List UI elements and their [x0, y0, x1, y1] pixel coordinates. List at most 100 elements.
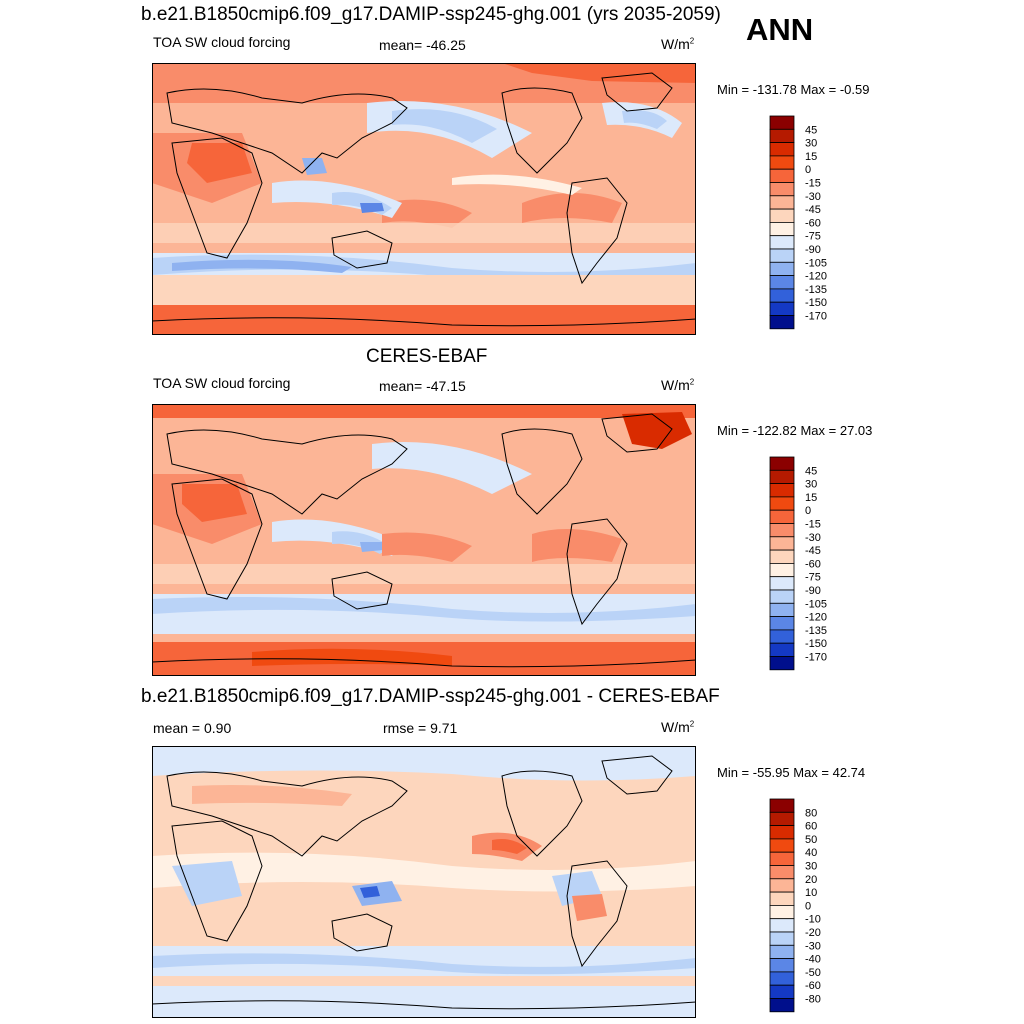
panel-3-minmax: Min = -55.95 Max = 42.74 [717, 765, 866, 780]
colorbar-2-box-13 [769, 629, 795, 644]
panel-1-mean-label: mean= -46.25 [379, 37, 466, 53]
colorbar-1-box-1 [769, 128, 795, 144]
colorbar-1-tick-0: 45 [805, 124, 817, 136]
panel-2-mean-label: mean= -47.15 [379, 378, 466, 394]
colorbar-3-tick-8: -10 [805, 914, 821, 926]
colorbar-3-tick-3: 40 [805, 847, 817, 859]
colorbar-1-tick-6: -45 [805, 204, 821, 216]
colorbar-2-box-2 [769, 483, 795, 498]
colorbar-1-tick-1: 30 [805, 138, 817, 150]
colorbar-1-box-11 [769, 261, 795, 277]
panel-3-rmse-label: rmse = 9.71 [383, 720, 458, 736]
colorbar-1-box-15 [769, 315, 795, 330]
colorbar-2-tick-0: 45 [805, 465, 817, 477]
colorbar-2-box-15 [769, 656, 795, 671]
colorbar-3-tick-12: -50 [805, 967, 821, 979]
colorbar-3-box-2 [769, 825, 795, 840]
colorbar-2-tick-11: -120 [805, 612, 827, 624]
colorbar-2-box-1 [769, 469, 795, 485]
colorbar-1-tick-12: -135 [805, 284, 827, 296]
colorbar-3-box-8 [769, 905, 795, 920]
colorbar-2-tick-7: -60 [805, 558, 821, 570]
colorbar-3-box-11 [769, 944, 795, 960]
colorbar-1-tick-11: -120 [805, 271, 827, 283]
colorbar-1-tick-4: -15 [805, 178, 821, 190]
colorbar-3-box-13 [769, 971, 795, 986]
colorbar-1-box-4 [769, 168, 795, 183]
colorbar-2-tick-9: -90 [805, 585, 821, 597]
colorbar-1-box-14 [769, 301, 795, 316]
panel-2-units: W/m2 [661, 377, 695, 393]
colorbar-2-box-4 [769, 509, 795, 524]
colorbar-3-box-12 [769, 958, 795, 973]
panel-1-minmax: Min = -131.78 Max = -0.59 [717, 82, 870, 97]
panel-2-minmax: Min = -122.82 Max = 27.03 [717, 423, 873, 438]
colorbar-1-tick-9: -90 [805, 244, 821, 256]
colorbar-2-tick-13: -150 [805, 638, 827, 650]
colorbar-3-tick-14: -80 [805, 994, 821, 1006]
colorbar-3-box-0 [769, 798, 795, 813]
panel-3-title: b.e21.B1850cmip6.f09_g17.DAMIP-ssp245-gh… [141, 686, 720, 707]
colorbar-3-box-7 [769, 891, 795, 906]
colorbar-1-box-6 [769, 195, 795, 210]
panel-1-variable-label: TOA SW cloud forcing [153, 34, 291, 50]
colorbar-1-box-8 [769, 222, 795, 237]
colorbar-1-tick-5: -30 [805, 191, 821, 203]
colorbar-3-tick-0: 80 [805, 807, 817, 819]
panel-2-title: CERES-EBAF [366, 346, 488, 367]
colorbar-2-box-7 [769, 549, 795, 564]
colorbar-3-tick-10: -30 [805, 940, 821, 952]
colorbar-2-box-12 [769, 616, 795, 631]
colorbar-3-box-1 [769, 811, 795, 827]
panel-1-map [152, 63, 696, 335]
colorbar-3-box-9 [769, 918, 795, 933]
colorbar-3-tick-4: 30 [805, 861, 817, 873]
colorbar-2-box-14 [769, 642, 795, 657]
panel-1-title: b.e21.B1850cmip6.f09_g17.DAMIP-ssp245-gh… [141, 4, 721, 25]
colorbar-2-box-11 [769, 602, 795, 618]
colorbar-2-tick-5: -30 [805, 532, 821, 544]
colorbar-2-tick-2: 15 [805, 492, 817, 504]
colorbar-2-tick-4: -15 [805, 519, 821, 531]
colorbar-2-tick-3: 0 [805, 505, 811, 517]
colorbar-2-box-10 [769, 589, 795, 604]
colorbar-1-tick-13: -150 [805, 297, 827, 309]
colorbar-1-tick-8: -75 [805, 231, 821, 243]
colorbar-2-tick-14: -170 [805, 652, 827, 664]
colorbar-2-box-0 [769, 456, 795, 471]
colorbar-2-tick-12: -135 [805, 625, 827, 637]
colorbar-1-box-13 [769, 288, 795, 303]
colorbar-3-tick-5: 20 [805, 874, 817, 886]
panel-2-variable-label: TOA SW cloud forcing [153, 375, 291, 391]
colorbar-1-tick-14: -170 [805, 311, 827, 323]
colorbar-1-box-12 [769, 275, 795, 290]
colorbar-1-tick-10: -105 [805, 257, 827, 269]
colorbar-2-tick-1: 30 [805, 479, 817, 491]
colorbar-3-box-4 [769, 851, 795, 866]
colorbar-2-box-5 [769, 523, 795, 538]
colorbar-2-tick-10: -105 [805, 598, 827, 610]
colorbar-3-tick-9: -20 [805, 927, 821, 939]
colorbar-1-tick-3: 0 [805, 164, 811, 176]
panel-3-map [152, 746, 696, 1018]
colorbar-1-box-7 [769, 208, 795, 223]
colorbar-2-tick-6: -45 [805, 545, 821, 557]
colorbar-3-tick-13: -60 [805, 980, 821, 992]
colorbar-2-box-9 [769, 576, 795, 591]
colorbar-2-tick-8: -75 [805, 572, 821, 584]
colorbar-2-box-6 [769, 536, 795, 551]
colorbar-3-box-3 [769, 838, 795, 853]
colorbar-1-tick-2: 15 [805, 151, 817, 163]
season-label: ANN [746, 12, 814, 47]
colorbar-2-box-3 [769, 496, 795, 511]
colorbar-3-tick-11: -40 [805, 954, 821, 966]
panel-1-units: W/m2 [661, 36, 695, 52]
colorbar-2-box-8 [769, 563, 795, 578]
colorbar-3-tick-7: 0 [805, 900, 811, 912]
colorbar-3-tick-1: 60 [805, 821, 817, 833]
colorbar-3-tick-6: 10 [805, 887, 817, 899]
colorbar-1-box-3 [769, 155, 795, 170]
